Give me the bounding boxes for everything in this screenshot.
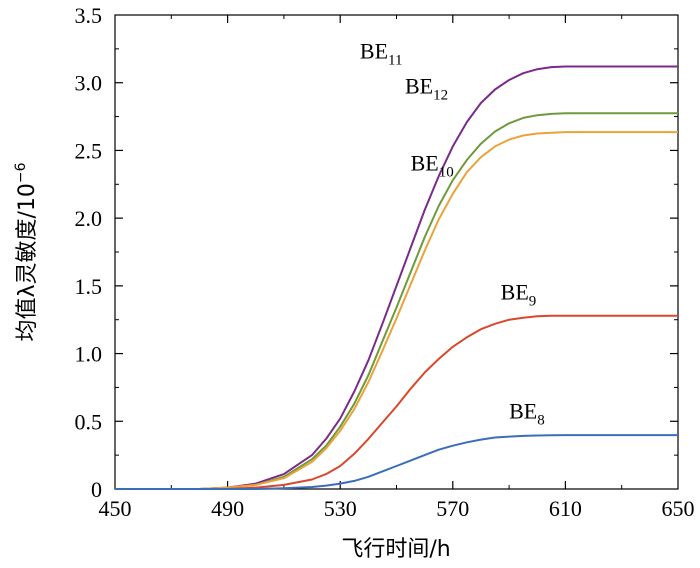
series-line-be8	[115, 434, 678, 490]
x-axis-title: 飞行时间/h	[341, 537, 450, 562]
y-tick-label: 2.5	[75, 138, 103, 163]
series-label-be12: BE12	[405, 74, 448, 104]
y-axis-title: 均值λ灵敏度/10−6	[13, 162, 40, 341]
x-tick-label: 570	[436, 496, 469, 521]
y-tick-label: 0.5	[75, 409, 103, 434]
x-tick-label: 490	[211, 496, 244, 521]
series-lines	[115, 65, 678, 490]
y-axis-title-exponent: −6	[13, 162, 29, 183]
series-label-be9: BE9	[501, 279, 537, 309]
series-line-be10	[115, 131, 678, 490]
x-tick-label: 530	[324, 496, 357, 521]
y-tick-label: 2.0	[75, 206, 103, 231]
y-tick-label: 1.5	[75, 274, 103, 299]
series-label-be10: BE10	[411, 151, 454, 181]
y-axis-title-main: 均值λ灵敏度/10	[15, 183, 40, 341]
y-tick-label: 3.5	[75, 3, 103, 28]
y-tick-label: 1.0	[75, 342, 103, 367]
series-label-be11: BE11	[360, 38, 403, 68]
y-tick-label: 3.0	[75, 71, 103, 96]
x-tick-label: 450	[99, 496, 132, 521]
x-tick-label: 610	[549, 496, 582, 521]
series-label-be8: BE8	[509, 399, 545, 429]
series-line-be11	[115, 65, 678, 490]
plot-frame	[114, 14, 679, 490]
y-tick-label: 0	[91, 477, 102, 502]
axis-ticks: 450 490 530 570 610 650 0 0.5 1.0 1.5 2.0 2.5 3.0 3.5	[75, 3, 695, 521]
series-line-be12	[115, 112, 678, 490]
x-tick-label: 650	[662, 496, 695, 521]
series-line-be9	[115, 314, 678, 490]
